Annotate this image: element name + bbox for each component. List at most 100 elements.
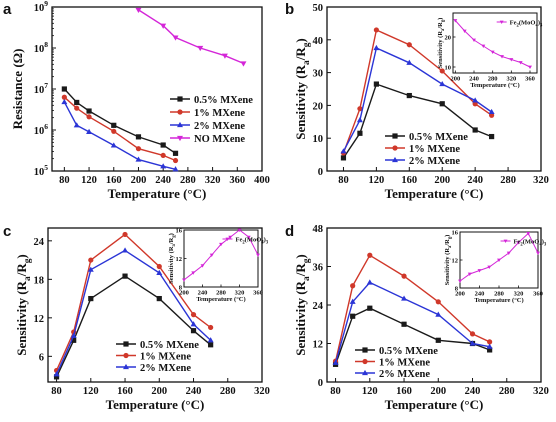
inset-data-point <box>481 44 486 49</box>
x-tick-label: 280 <box>180 175 196 186</box>
inset-x-tick-label: 320 <box>235 290 245 297</box>
data-point <box>73 122 80 128</box>
series-0-5-mxene <box>53 273 214 380</box>
inset-data-point <box>477 269 482 273</box>
legend-marker <box>362 369 368 376</box>
x-tick-label: 320 <box>254 386 270 397</box>
inset-x-tick-label: 240 <box>198 290 208 297</box>
inset-data-point <box>228 235 233 240</box>
data-point <box>86 108 92 114</box>
inset-data-point <box>182 278 186 282</box>
x-tick-label: 320 <box>533 386 549 397</box>
data-point <box>111 128 117 134</box>
inset-x-axis-label: Temperature (°C) <box>196 296 245 303</box>
y-tick-label: 12 <box>313 340 324 351</box>
legend-label: 0.5% MXene <box>379 346 438 357</box>
series-0-5-mxene <box>340 81 495 161</box>
inset-y-tick-label: 16 <box>452 230 459 237</box>
panel-letter: b <box>285 1 294 18</box>
data-point <box>472 97 479 103</box>
x-tick-label: 120 <box>369 175 385 186</box>
inset-x-tick-label: 240 <box>469 76 479 83</box>
inset-x-tick-label: 280 <box>494 291 504 298</box>
data-point <box>486 343 493 349</box>
data-point <box>488 108 495 115</box>
panel-a: 80 120 160 200 240 280 320 360 400 105 106 107 108 10… <box>3 0 270 201</box>
y-tick-label: 109 <box>34 0 49 14</box>
inset-data-point <box>506 251 511 256</box>
data-point <box>469 331 476 337</box>
inset-data-point <box>453 19 458 23</box>
legend-label: 0.5% MXene <box>194 95 253 106</box>
panel-letter: d <box>285 223 294 240</box>
panel-letter: c <box>3 223 11 240</box>
y-tick-label: 20 <box>313 101 324 112</box>
data-point <box>53 371 60 377</box>
inset-data-point <box>256 253 260 257</box>
series-2-mxene <box>332 279 493 365</box>
series-2-mxene <box>340 44 495 154</box>
legend-marker <box>362 347 368 353</box>
legend-marker <box>177 121 183 128</box>
data-point <box>122 231 128 238</box>
data-point <box>74 105 80 111</box>
y-tick-label: 40 <box>313 36 324 47</box>
data-point <box>439 80 446 87</box>
inset-y-tick-label: 16 <box>176 228 183 235</box>
data-point <box>373 27 379 33</box>
data-point <box>332 359 339 365</box>
inset-data-point <box>509 58 514 62</box>
inset-data-point <box>200 264 205 268</box>
x-tick-label: 280 <box>499 386 515 397</box>
x-tick-label: 360 <box>229 175 245 186</box>
inset-legend-marker <box>225 237 230 242</box>
data-point <box>435 337 441 343</box>
inset-legend-marker <box>499 20 504 25</box>
data-point <box>61 86 67 92</box>
inset-data-point <box>518 61 523 65</box>
data-point <box>86 128 93 134</box>
data-point <box>172 166 179 172</box>
inset-data-point <box>472 38 476 43</box>
data-point <box>135 134 142 140</box>
inset-data-point <box>516 241 521 245</box>
data-point <box>435 311 442 317</box>
data-point <box>156 295 162 302</box>
inset-data-point <box>528 65 532 70</box>
data-point <box>439 68 445 74</box>
inset-x-tick-label: 320 <box>514 291 524 298</box>
data-point <box>160 142 166 148</box>
data-point <box>135 7 142 14</box>
x-tick-label: 240 <box>155 175 171 186</box>
inset-data-point <box>500 55 504 59</box>
y-tick-label: 36 <box>313 263 324 274</box>
series-2-mxene <box>61 98 179 172</box>
y-tick-label: 24 <box>313 301 324 312</box>
legend-label: NO MXene <box>194 134 245 145</box>
data-point <box>156 263 162 270</box>
data-point <box>88 257 94 263</box>
data-point <box>356 117 363 123</box>
inset-data-point <box>209 253 214 257</box>
x-tick-label: 160 <box>106 175 122 186</box>
legend-label: 2% MXene <box>379 369 430 380</box>
x-tick-label: 120 <box>362 386 378 397</box>
y-tick-label: 48 <box>313 224 324 235</box>
x-axis-label: Temperature (°C) <box>106 397 205 412</box>
legend-marker <box>123 363 129 370</box>
y-axis-label: Sensitivity (Ra/Rg) <box>293 254 312 355</box>
series-no-mxene <box>135 7 247 67</box>
panel-b: 80 120 160 200 240 280 320 0 10 20 30 40 50 Temperatu… <box>285 1 549 201</box>
y-axis-label: Sensitivity (Ra/Rg) <box>293 38 312 139</box>
x-tick-label: 160 <box>401 175 417 186</box>
series-2-mxene <box>53 247 214 377</box>
legend-label: 1% MXene <box>194 108 245 119</box>
data-point <box>160 163 167 169</box>
data-point <box>71 337 77 343</box>
inset-y-tick-label: 8 <box>455 286 459 293</box>
y-tick-label: 0 <box>318 167 323 178</box>
inset-x-tick-label: 200 <box>179 290 189 297</box>
data-point <box>208 324 214 331</box>
inset-y-tick-label: 12 <box>452 258 459 265</box>
data-point <box>87 266 94 272</box>
